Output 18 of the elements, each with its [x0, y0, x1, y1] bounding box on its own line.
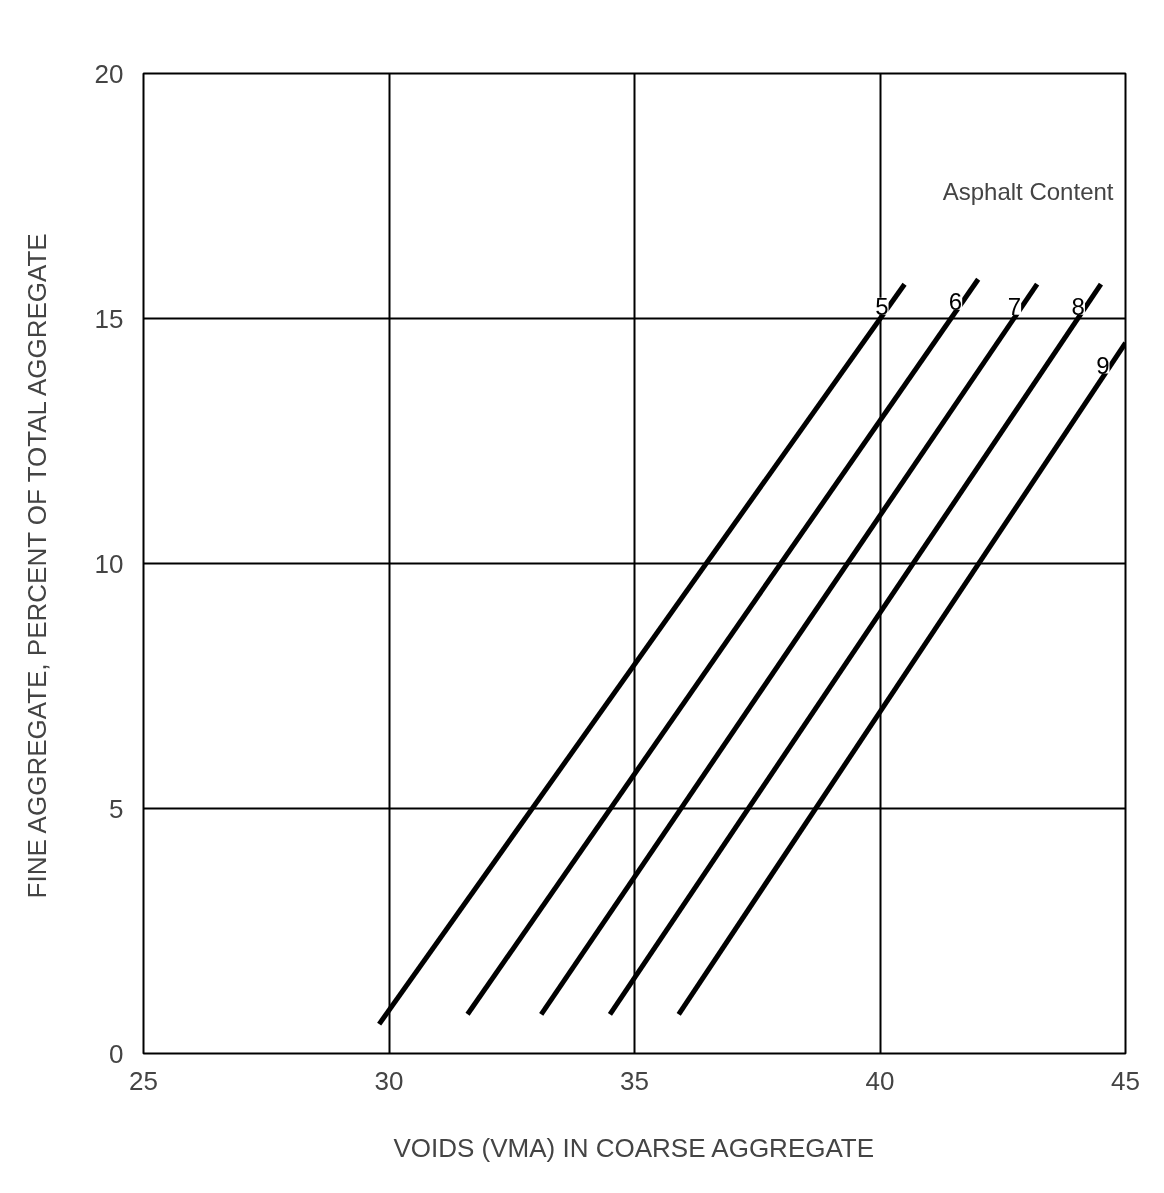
series-label: 9 [1096, 351, 1110, 379]
x-tick-label: 30 [374, 1065, 404, 1096]
series-label: 7 [1007, 292, 1022, 320]
x-tick-label: 40 [865, 1065, 895, 1096]
y-tick-label: 20 [94, 58, 124, 89]
y-tick-label: 10 [94, 548, 124, 579]
y-tick-label: 15 [94, 303, 124, 334]
series-label: 5 [875, 292, 889, 320]
x-tick-label: 25 [129, 1065, 158, 1096]
x-axis-title: VOIDS (VMA) IN COARSE AGGREGATE [393, 1132, 875, 1163]
x-tick-label: 35 [620, 1065, 649, 1096]
legend-title: Asphalt Content [942, 177, 1114, 205]
series-label: 6 [948, 287, 963, 315]
y-tick-label: 0 [109, 1038, 124, 1069]
y-axis-title: FINE AGGREGATE, PERCENT OF TOTAL AGGREGATE [21, 233, 52, 899]
x-tick-label: 45 [1111, 1065, 1140, 1096]
y-tick-label: 5 [109, 793, 124, 824]
series-label: 8 [1071, 292, 1085, 320]
